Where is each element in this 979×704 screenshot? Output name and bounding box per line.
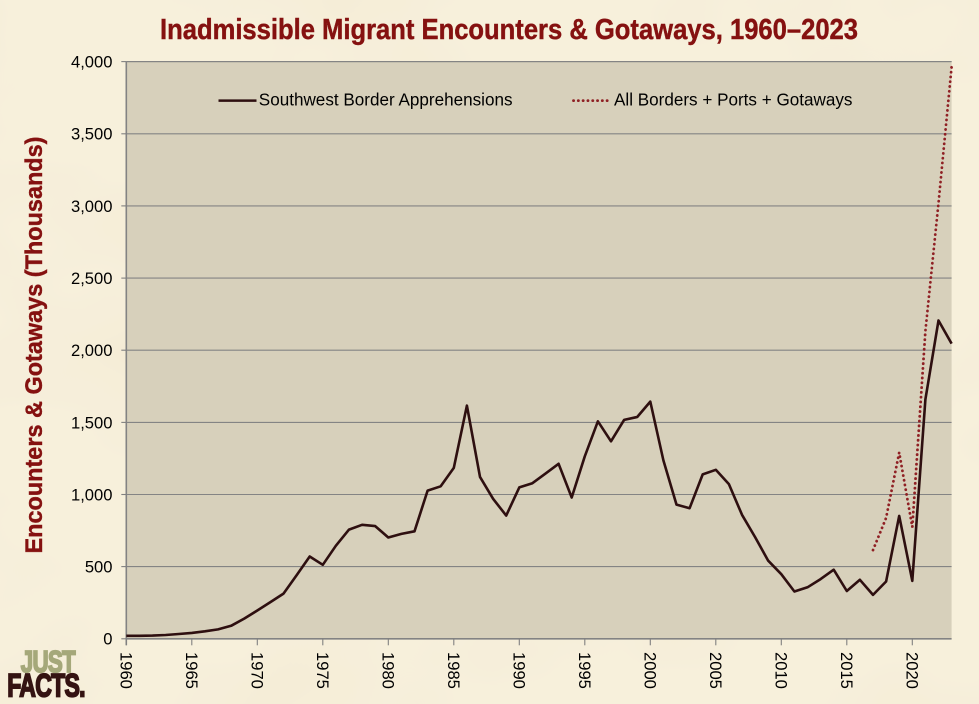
svg-text:Southwest Border Apprehensions: Southwest Border Apprehensions: [259, 91, 513, 110]
svg-text:1960: 1960: [117, 652, 136, 689]
svg-text:2000: 2000: [641, 652, 660, 689]
svg-text:All Borders + Ports + Gotaways: All Borders + Ports + Gotaways: [614, 91, 852, 110]
svg-text:0: 0: [103, 630, 112, 649]
svg-text:1985: 1985: [444, 652, 463, 689]
svg-text:Encounters & Gotaways (Thousan: Encounters & Gotaways (Thousands): [21, 137, 48, 554]
svg-text:2,500: 2,500: [71, 269, 113, 288]
svg-text:1980: 1980: [379, 652, 398, 689]
svg-text:500: 500: [85, 558, 113, 577]
svg-text:1970: 1970: [248, 652, 267, 689]
svg-text:2005: 2005: [706, 652, 725, 689]
svg-text:2015: 2015: [837, 652, 856, 689]
svg-text:1,000: 1,000: [71, 485, 113, 504]
svg-text:3,500: 3,500: [71, 125, 113, 144]
svg-text:3,000: 3,000: [71, 197, 113, 216]
svg-text:2010: 2010: [772, 652, 791, 689]
svg-text:2,000: 2,000: [71, 341, 113, 360]
svg-text:2020: 2020: [903, 652, 922, 689]
svg-text:1975: 1975: [313, 652, 332, 689]
svg-text:1965: 1965: [182, 652, 201, 689]
svg-text:1990: 1990: [510, 652, 529, 689]
svg-text:1,500: 1,500: [71, 413, 113, 432]
svg-text:Inadmissible Migrant Encounter: Inadmissible Migrant Encounters & Gotawa…: [160, 14, 858, 46]
svg-text:1995: 1995: [575, 652, 594, 689]
svg-text:FACTS.: FACTS.: [7, 668, 85, 704]
svg-text:JUST: JUST: [21, 644, 76, 678]
svg-text:4,000: 4,000: [71, 53, 113, 72]
